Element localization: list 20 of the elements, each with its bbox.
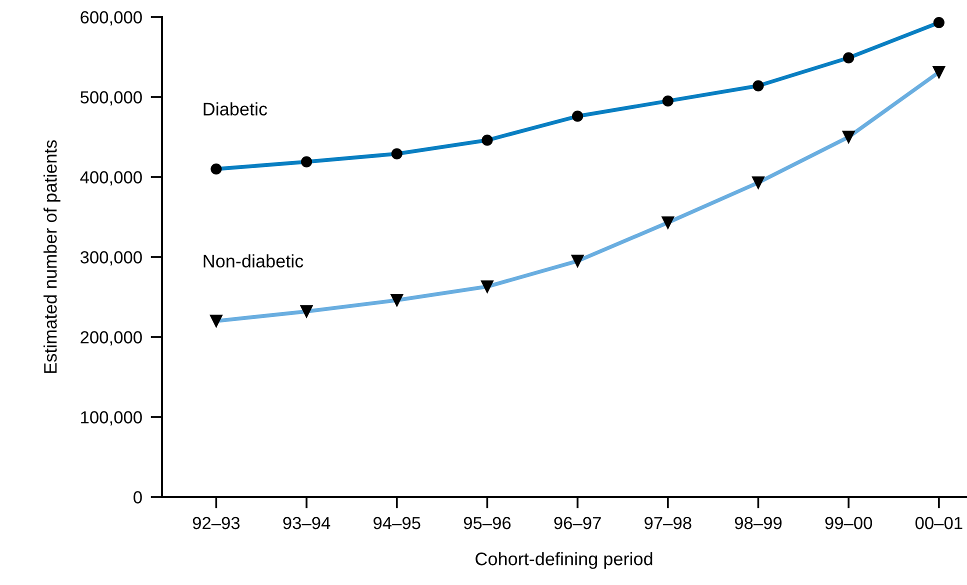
y-tick-label: 300,000 <box>80 251 142 266</box>
y-tick-label: 400,000 <box>80 171 142 186</box>
x-tick-label: 92–93 <box>192 516 240 530</box>
x-tick-label: 95–96 <box>464 516 511 530</box>
x-tick-label: 00–01 <box>915 516 962 530</box>
y-tick-label: 0 <box>134 491 142 504</box>
x-axis-title: Cohort-defining period <box>476 552 652 569</box>
x-tick-label: 96–97 <box>554 516 601 530</box>
text: Diabetic <box>204 102 268 116</box>
y-tick-label: 200,000 <box>80 331 142 346</box>
x-tick-label: 99–00 <box>825 516 872 530</box>
x-tick-label: 98–99 <box>734 516 782 530</box>
y-tick-label: 100,000 <box>81 411 142 426</box>
y-tick-label: 600,000 <box>80 11 142 26</box>
y-tick-label: 500,000 <box>80 91 142 106</box>
x-tick-label: 93–94 <box>283 516 330 530</box>
x-tick-label: 97–98 <box>644 516 692 530</box>
text: Non-diabetic <box>204 254 304 268</box>
x-tick-label: 94–95 <box>374 516 420 530</box>
y-axis-title: Estimated number of patients <box>44 140 60 373</box>
